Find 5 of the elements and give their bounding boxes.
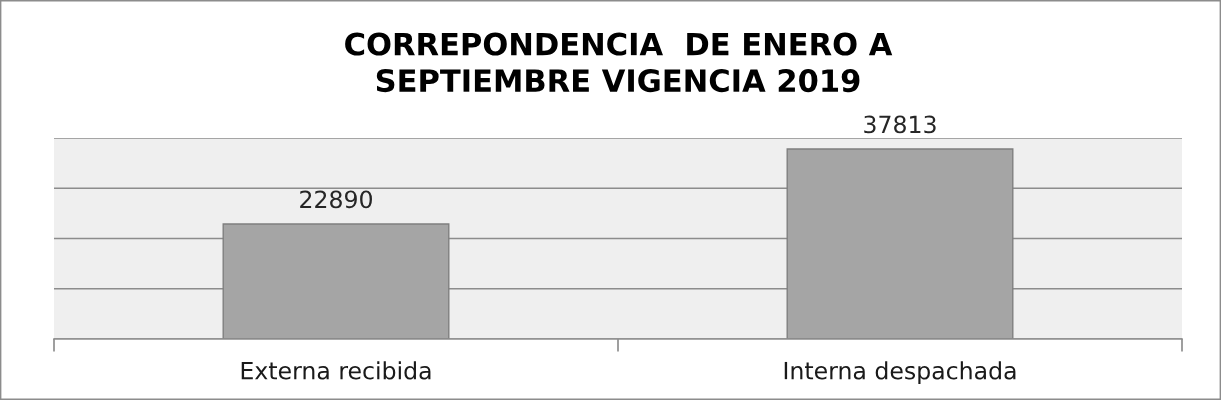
data-label: 22890 [300, 190, 372, 209]
data-label: 37813 [864, 115, 936, 134]
x-tick-label: Externa recibida [241, 361, 431, 380]
chart-title: CORREPONDENCIA DE ENERO A SEPTIEMBRE VIGENCIA 2019 [345, 32, 893, 93]
x-tick-label: Interna despachada [784, 361, 1016, 385]
